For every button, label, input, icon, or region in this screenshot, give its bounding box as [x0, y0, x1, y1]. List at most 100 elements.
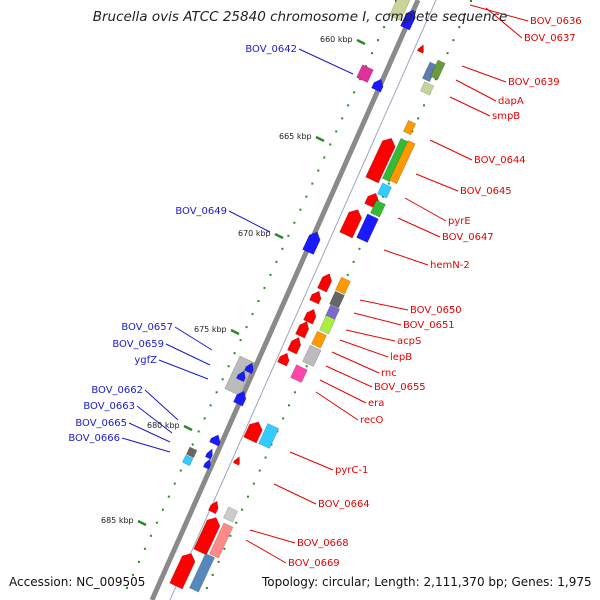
tick-dot: [251, 313, 254, 316]
gene-feature: [181, 454, 194, 467]
gene-label[interactable]: hemN-2: [430, 260, 470, 271]
label-leader-line: [353, 312, 402, 326]
gene-label[interactable]: pyrC-1: [335, 465, 368, 476]
gene-label[interactable]: lepB: [390, 352, 412, 363]
tick-dot: [446, 52, 449, 55]
gene-label[interactable]: ygfZ: [134, 355, 157, 366]
gene-label[interactable]: BOV_0665: [75, 418, 127, 429]
gene-feature: [258, 423, 280, 449]
gene-label[interactable]: BOV_0636: [530, 16, 582, 27]
tick-dot: [317, 169, 320, 172]
label-leader-line: [136, 405, 173, 434]
tick-dot: [358, 247, 361, 250]
label-leader-line: [128, 422, 171, 443]
label-leader-line: [325, 365, 373, 388]
gene-label[interactable]: BOV_0644: [474, 155, 526, 166]
gene-label[interactable]: BOV_0666: [68, 433, 120, 444]
label-leader-line: [345, 329, 396, 342]
gene-feature: [389, 0, 412, 21]
tick-dot: [464, 13, 467, 16]
gene-features: [169, 0, 446, 593]
gene-feature: [287, 337, 302, 355]
label-leader-line: [298, 48, 354, 75]
gene-feature: [317, 273, 332, 293]
tick-dot: [323, 156, 326, 159]
gene-label[interactable]: BOV_0664: [318, 499, 370, 510]
gene-label[interactable]: BOV_0637: [524, 33, 576, 44]
tick-dot: [287, 234, 290, 237]
gene-label[interactable]: BOV_0663: [83, 401, 135, 412]
accession-label: Accession: NC_009505: [9, 575, 146, 589]
gene-feature: [329, 290, 345, 309]
gene-feature: [356, 64, 374, 83]
gene-feature: [400, 9, 416, 31]
tick-dot: [215, 391, 218, 394]
tick-dot: [353, 91, 356, 94]
tick-dot: [305, 195, 308, 198]
gene-label[interactable]: BOV_0669: [288, 558, 340, 569]
label-leader-line: [331, 351, 380, 374]
tick-dot: [223, 547, 226, 550]
tick-dot: [229, 534, 232, 537]
gene-feature: [233, 390, 247, 407]
tick-dot: [346, 273, 349, 276]
tick-dot: [125, 586, 128, 589]
tick-dot: [365, 65, 368, 68]
tick-dot: [281, 247, 284, 250]
gene-label[interactable]: BOV_0668: [297, 538, 349, 549]
gene-label[interactable]: BOV_0645: [460, 186, 512, 197]
tick-dot: [335, 130, 338, 133]
chromosome-inner-ring: [169, 0, 437, 600]
gene-label[interactable]: BOV_0650: [410, 305, 462, 316]
tick-dot: [205, 586, 208, 589]
gene-feature: [232, 456, 240, 466]
gene-label[interactable]: dapA: [498, 96, 524, 107]
gene-label[interactable]: rnc: [381, 368, 397, 379]
gene-label[interactable]: BOV_0639: [508, 77, 560, 88]
gene-feature: [207, 500, 219, 515]
map-title: Brucella ovis ATCC 25840 chromosome I, c…: [92, 9, 508, 25]
gene-label[interactable]: BOV_0651: [403, 320, 455, 331]
gene-label[interactable]: BOV_0662: [91, 385, 143, 396]
gene-feature: [223, 506, 239, 523]
gene-feature: [209, 434, 221, 447]
tick-dot: [227, 365, 230, 368]
tick-dot: [167, 495, 170, 498]
gene-feature: [189, 553, 215, 593]
tick-dot: [359, 78, 362, 81]
tick-dot: [305, 365, 308, 368]
gene-label[interactable]: BOV_0647: [442, 232, 494, 243]
gene-label[interactable]: BOV_0655: [374, 382, 426, 393]
tick-dot: [241, 508, 244, 511]
label-leader-line: [273, 483, 317, 505]
label-leader-line: [158, 359, 209, 380]
gene-feature: [290, 364, 308, 383]
gene-feature: [193, 517, 221, 556]
gene-label[interactable]: pyrE: [448, 216, 471, 227]
gene-label[interactable]: BOV_0659: [112, 339, 164, 350]
gene-label[interactable]: BOV_0642: [245, 44, 297, 55]
gene-label[interactable]: acpS: [397, 336, 421, 347]
kbp-tick-mark: [315, 135, 325, 143]
tick-dot: [263, 286, 266, 289]
tick-dot: [434, 78, 437, 81]
label-leader-line: [415, 173, 459, 192]
gene-feature: [365, 137, 396, 184]
label-leader-line: [319, 379, 367, 404]
gene-label[interactable]: BOV_0657: [121, 322, 173, 333]
gene-label[interactable]: BOV_0649: [175, 206, 227, 217]
kbp-tick-mark: [356, 38, 366, 46]
gene-label[interactable]: era: [368, 398, 384, 409]
gene-feature: [416, 44, 424, 54]
tick-dot: [137, 560, 140, 563]
label-leader-line: [485, 7, 523, 39]
tick-dot: [173, 482, 176, 485]
gene-feature: [243, 421, 263, 444]
tick-dot: [341, 117, 344, 120]
gene-feature: [402, 120, 417, 136]
tick-dot: [282, 417, 285, 420]
gene-label[interactable]: recO: [360, 415, 384, 426]
tick-dot: [458, 26, 461, 29]
gene-label[interactable]: smpB: [492, 111, 520, 122]
